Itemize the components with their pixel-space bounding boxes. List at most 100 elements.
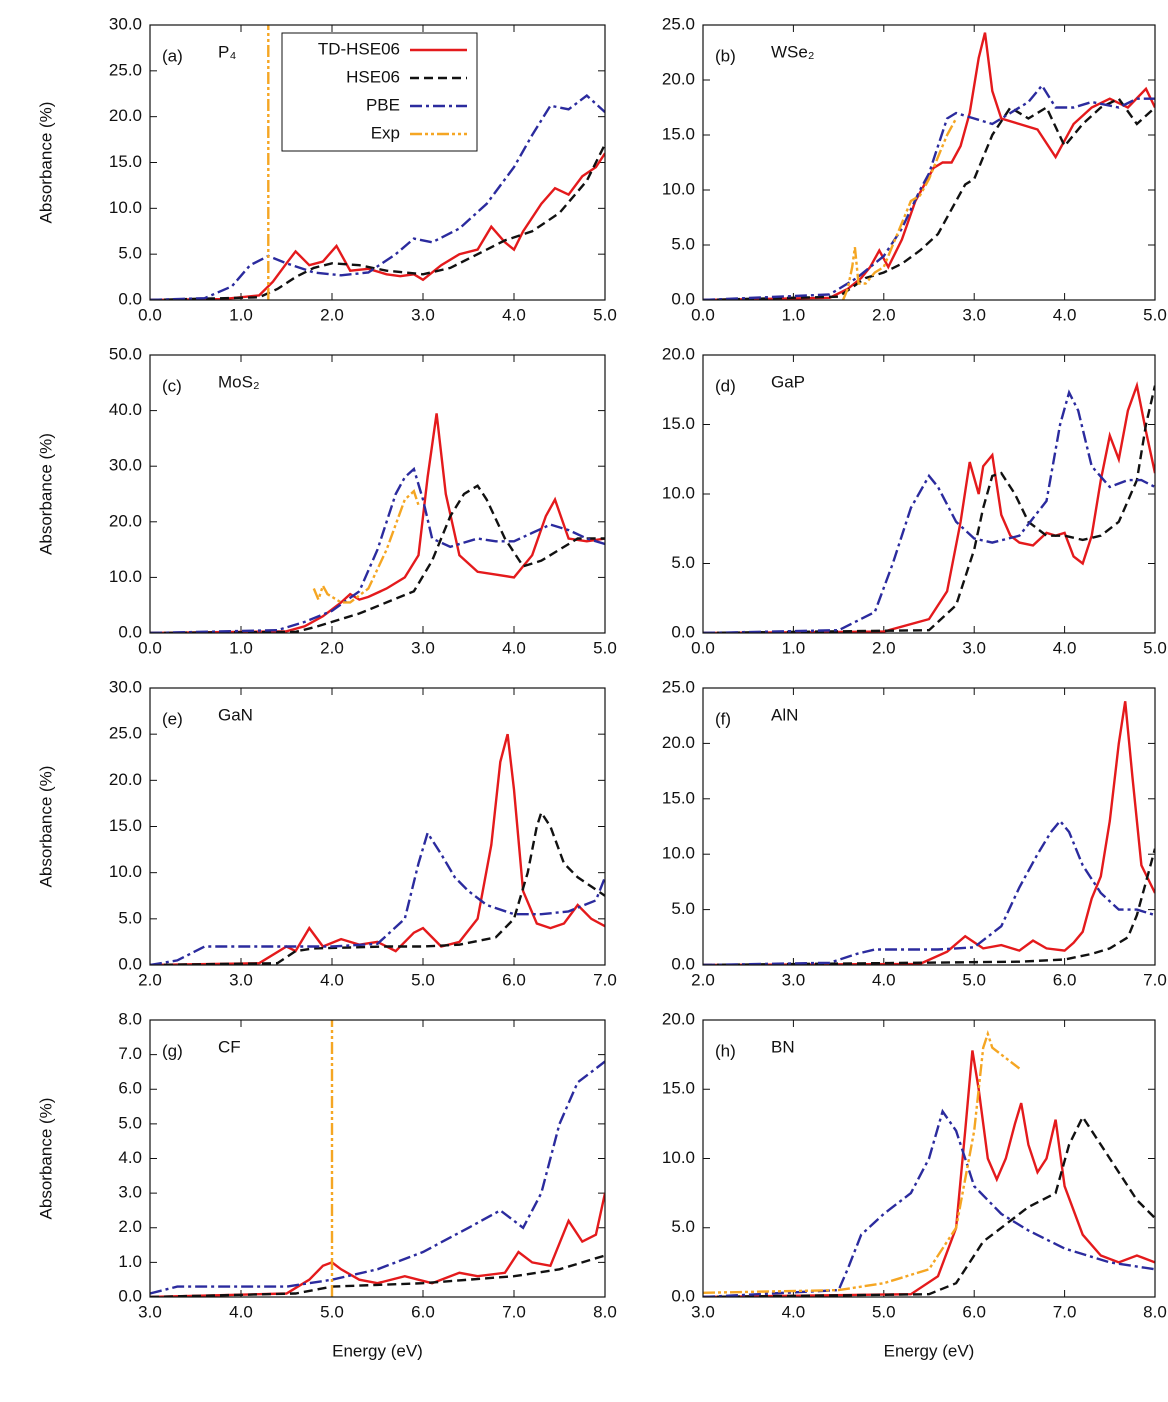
legend-box <box>281 32 478 152</box>
y-tick-label: 30.0 <box>109 14 142 33</box>
material-label: AlN <box>771 705 798 724</box>
series-line <box>703 1029 1021 1294</box>
plot-frame <box>149 687 606 966</box>
y-tick-label: 2.0 <box>118 1217 142 1236</box>
x-tick-label: 7.0 <box>1053 1302 1077 1321</box>
x-tick-label: 5.0 <box>1143 305 1167 324</box>
y-axis-label: Absorbance (%) <box>36 1098 55 1220</box>
x-tick-label: 3.0 <box>962 638 986 657</box>
x-tick-label: 2.0 <box>872 638 896 657</box>
panel-label: (g) <box>162 1041 183 1060</box>
y-tick-label: 15.0 <box>662 124 695 143</box>
y-tick-label: 0.0 <box>118 622 142 641</box>
y-tick-label: 40.0 <box>109 400 142 419</box>
y-tick-label: 10.0 <box>109 198 142 217</box>
y-tick-label: 5.0 <box>671 899 695 918</box>
x-tick-label: 6.0 <box>1053 970 1077 989</box>
x-axis-label: Energy (eV) <box>884 1341 975 1360</box>
x-tick-label: 5.0 <box>1143 638 1167 657</box>
plot-frame <box>702 687 1156 966</box>
plot-area <box>150 413 605 633</box>
material-label: BN <box>771 1037 795 1056</box>
series-line <box>312 489 420 604</box>
panel-label: (e) <box>162 709 183 728</box>
y-tick-label: 25.0 <box>662 14 695 33</box>
x-tick-label: 1.0 <box>782 638 806 657</box>
y-tick-label: 30.0 <box>109 677 142 696</box>
x-tick-label: 4.0 <box>1053 305 1077 324</box>
series-line <box>703 385 1155 633</box>
series-line <box>703 97 1155 300</box>
y-tick-label: 5.0 <box>118 244 142 263</box>
y-tick-label: 20.0 <box>109 511 142 530</box>
y-axis-label: Absorbance (%) <box>36 102 55 224</box>
x-tick-label: 4.0 <box>1053 638 1077 657</box>
y-tick-label: 0.0 <box>671 622 695 641</box>
y-tick-label: 4.0 <box>118 1148 142 1167</box>
x-tick-label: 5.0 <box>593 638 617 657</box>
y-tick-label: 6.0 <box>118 1079 142 1098</box>
y-axis-label: Absorbance (%) <box>36 433 55 555</box>
legend-label: PBE <box>366 95 400 114</box>
y-tick-label: 20.0 <box>109 106 142 125</box>
legend-label: Exp <box>371 123 400 142</box>
x-tick-label: 4.0 <box>782 1302 806 1321</box>
y-tick-label: 3.0 <box>118 1183 142 1202</box>
x-tick-label: 7.0 <box>593 970 617 989</box>
material-label: CF <box>218 1037 241 1056</box>
x-tick-label: 5.0 <box>593 305 617 324</box>
y-tick-label: 20.0 <box>662 1009 695 1028</box>
y-tick-label: 50.0 <box>109 344 142 363</box>
legend-label: HSE06 <box>346 67 400 86</box>
x-tick-label: 5.0 <box>320 1302 344 1321</box>
series-line <box>150 830 605 965</box>
panel-label: (b) <box>715 46 736 65</box>
x-tick-label: 0.0 <box>138 638 162 657</box>
material-label: GaN <box>218 705 253 724</box>
series-line <box>150 143 605 300</box>
y-tick-label: 25.0 <box>109 724 142 743</box>
series-line <box>841 117 958 300</box>
y-tick-label: 30.0 <box>109 456 142 475</box>
y-tick-label: 15.0 <box>662 788 695 807</box>
panel-label: (d) <box>715 376 736 395</box>
y-tick-label: 0.0 <box>671 289 695 308</box>
panel-label: (h) <box>715 1041 736 1060</box>
series-line <box>150 413 605 633</box>
y-tick-label: 0.0 <box>118 1286 142 1305</box>
y-tick-label: 5.0 <box>118 908 142 927</box>
x-axis-label: Energy (eV) <box>332 1341 423 1360</box>
x-tick-label: 1.0 <box>229 305 253 324</box>
y-tick-label: 20.0 <box>109 770 142 789</box>
x-tick-label: 4.0 <box>872 970 896 989</box>
x-tick-label: 0.0 <box>691 305 715 324</box>
plot-area <box>703 32 1155 300</box>
plot-area <box>703 381 1155 633</box>
x-tick-label: 3.0 <box>229 970 253 989</box>
y-tick-label: 10.0 <box>662 483 695 502</box>
plot-frame <box>149 1019 606 1298</box>
x-tick-label: 6.0 <box>962 1302 986 1321</box>
x-tick-label: 1.0 <box>782 305 806 324</box>
y-axis-label: Absorbance (%) <box>36 766 55 888</box>
x-tick-label: 3.0 <box>138 1302 162 1321</box>
series-line <box>150 152 605 300</box>
x-tick-label: 4.0 <box>320 970 344 989</box>
series-line <box>150 94 605 300</box>
y-tick-label: 0.0 <box>671 954 695 973</box>
y-tick-label: 20.0 <box>662 344 695 363</box>
x-tick-label: 2.0 <box>320 638 344 657</box>
series-line <box>150 1060 605 1295</box>
x-tick-label: 8.0 <box>593 1302 617 1321</box>
y-tick-label: 10.0 <box>109 567 142 586</box>
y-tick-label: 15.0 <box>109 152 142 171</box>
x-tick-label: 0.0 <box>138 305 162 324</box>
series-line <box>150 466 605 633</box>
x-tick-label: 2.0 <box>138 970 162 989</box>
material-label: P₄ <box>218 42 236 61</box>
x-tick-label: 2.0 <box>872 305 896 324</box>
y-tick-label: 25.0 <box>662 677 695 696</box>
x-tick-label: 7.0 <box>1143 970 1167 989</box>
y-tick-label: 0.0 <box>671 1286 695 1305</box>
